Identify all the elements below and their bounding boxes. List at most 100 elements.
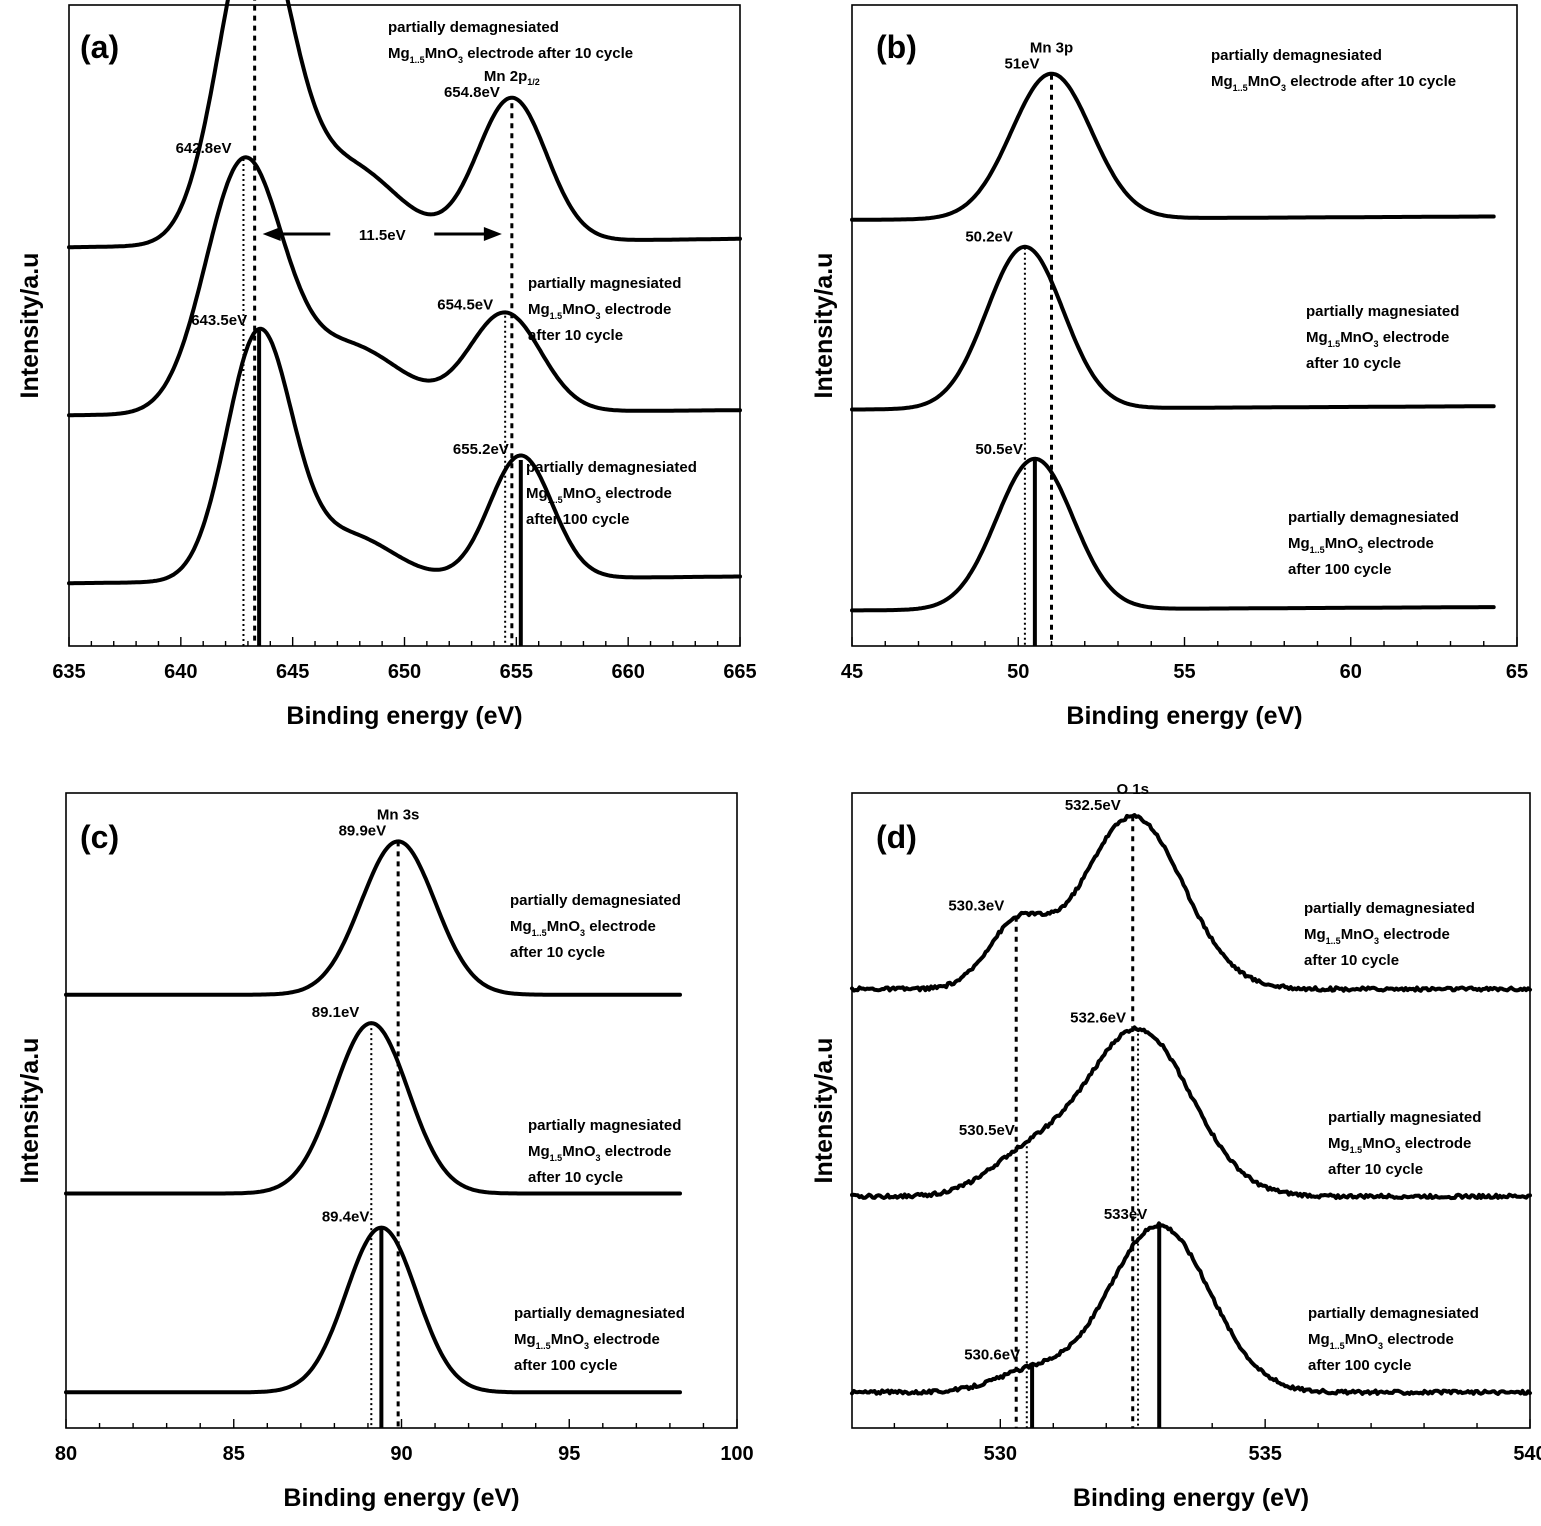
series-label-line: Mg1.5MnO3 electrode [1306,329,1449,349]
panel-c: 80 85 90 95 100 Binding energy (eV) Intensity/… [16,792,754,1512]
y-axis-title: Intensity/a.u [810,1038,838,1184]
x-tick-label: 95 [558,1443,580,1465]
peak-value-label: 530.5eV [959,1122,1015,1139]
series-label-line: Mg1..5MnO3 electrode [1288,535,1434,555]
series-label-line: after 10 cycle [528,1169,623,1186]
series-label-line: partially demagnesiated [1288,509,1459,526]
spectrum-curve [67,155,742,418]
spectrum-curve [850,1025,1532,1201]
x-tick-label: 45 [841,661,863,683]
series-label-line: after 10 cycle [1306,355,1401,372]
panel-label: (d) [876,819,917,855]
peak-title: Mn 2p1/2 [484,68,540,87]
peak-title: Mn 3p [1030,40,1073,57]
peak-value-label: 51eV [1004,56,1039,73]
series-label-line: after 100 cycle [1308,1357,1411,1374]
peak-value-label: 642.8eV [176,140,232,157]
series-label-line: partially magnesiated [528,1117,681,1134]
series-label-line: after 10 cycle [510,944,605,961]
series-label-line: partially demagnesiated [510,892,681,909]
peak-value-label: 89.4eV [322,1209,370,1226]
x-axis-title: Binding energy (eV) [286,702,522,730]
x-tick-label: 535 [1248,1443,1281,1465]
panel-label: (b) [876,29,917,65]
y-axis-title: Intensity/a.u [16,253,44,399]
y-axis-title: Intensity/a.u [810,253,838,399]
x-tick-label: 540 [1513,1443,1541,1465]
series-label-line: Mg1.5MnO3 electrode [1328,1135,1471,1155]
x-axis-title: Binding energy (eV) [1066,702,1302,730]
x-tick-label: 80 [55,1443,77,1465]
x-axis-title: Binding energy (eV) [1073,1484,1309,1512]
x-tick-label: 665 [723,661,756,683]
series-label-line: Mg1..5MnO3 electrode after 10 cycle [1211,73,1456,93]
x-tick-label: 90 [390,1443,412,1465]
series-label-line: Mg1..5MnO3 electrode [510,918,656,938]
y-axis-title: Intensity/a.u [16,1038,44,1184]
x-axis-title: Binding energy (eV) [283,1484,519,1512]
panel-label: (c) [80,819,119,855]
x-tick-label: 100 [720,1443,753,1465]
spectrum-curve [850,71,1496,222]
arrowhead-left [262,227,281,241]
series-label-line: partially demagnesiated [526,459,697,476]
plot-frame [851,792,1531,1429]
series-label-line: Mg1..5MnO3 electrode after 10 cycle [388,45,633,65]
x-tick-label: 660 [611,661,644,683]
plot-frame [68,4,741,647]
panel-a: 635 640 645 650 655 660 665 Binding energy (eV)… [16,0,757,730]
peak-value-label: 50.2eV [965,229,1013,246]
peak-title: Mn 3s [377,806,420,823]
peak-value-label: 655.2eV [453,441,509,458]
series-label-line: Mg1.5MnO3 electrode [528,301,671,321]
peak-value-label: 530.3eV [948,898,1004,915]
peak-value-label: 532.5eV [1065,797,1121,814]
series-label-line: partially magnesiated [1306,303,1459,320]
x-tick-label: 55 [1173,661,1195,683]
series-label-line: after 100 cycle [1288,561,1391,578]
series-label-line: partially demagnesiated [1308,1305,1479,1322]
series-label-line: Mg1..5MnO3 electrode [514,1331,660,1351]
series-label-line: partially demagnesiated [388,19,559,36]
spectrum-curve [64,1225,682,1395]
spectrum-curve [64,1021,682,1196]
series-label-line: partially demagnesiated [514,1305,685,1322]
series-label-line: after 10 cycle [1304,952,1399,969]
peak-value-label: 654.5eV [437,297,493,314]
series-label-line: after 100 cycle [514,1357,617,1374]
peak-value-label: 89.1eV [312,1004,360,1021]
series-label-line: after 100 cycle [526,511,629,528]
spectrum-curve [850,1221,1532,1396]
arrowhead-right [483,227,502,241]
x-tick-label: 65 [1506,661,1528,683]
x-tick-label: 650 [388,661,421,683]
series-label-line: partially demagnesiated [1304,900,1475,917]
series-label-line: after 10 cycle [1328,1161,1423,1178]
spectrum-curve [850,813,1532,993]
series-label-line: partially demagnesiated [1211,47,1382,64]
peak-value-label: 530.6eV [964,1346,1020,1363]
x-tick-label: 85 [223,1443,245,1465]
series-label-line: partially magnesiated [528,275,681,292]
series-label-line: Mg1..5MnO3 electrode [1308,1331,1454,1351]
peak-value-label: 533eV [1104,1206,1147,1223]
x-tick-label: 530 [984,1443,1017,1465]
x-tick-label: 50 [1007,661,1029,683]
spectrum-curve [67,326,742,586]
x-tick-label: 640 [164,661,197,683]
series-label-line: after 10 cycle [528,327,623,344]
peak-value-label: 532.6eV [1070,1010,1126,1027]
series-label-line: Mg1..5MnO3 electrode [526,485,672,505]
x-tick-label: 635 [52,661,85,683]
peak-title: O 1s [1116,781,1149,798]
panel-label: (a) [80,29,119,65]
peak-value-label: 50.5eV [975,441,1023,458]
spectrum-curve [64,839,682,997]
x-tick-label: 60 [1340,661,1362,683]
series-label-line: Mg1.5MnO3 electrode [528,1143,671,1163]
splitting-label: 11.5eV [359,227,406,244]
peak-value-label: 89.9eV [339,822,387,839]
series-label-line: partially magnesiated [1328,1109,1481,1126]
panel-d: 530 535 540 Binding energy (eV) Intensity/a.… [810,781,1541,1512]
